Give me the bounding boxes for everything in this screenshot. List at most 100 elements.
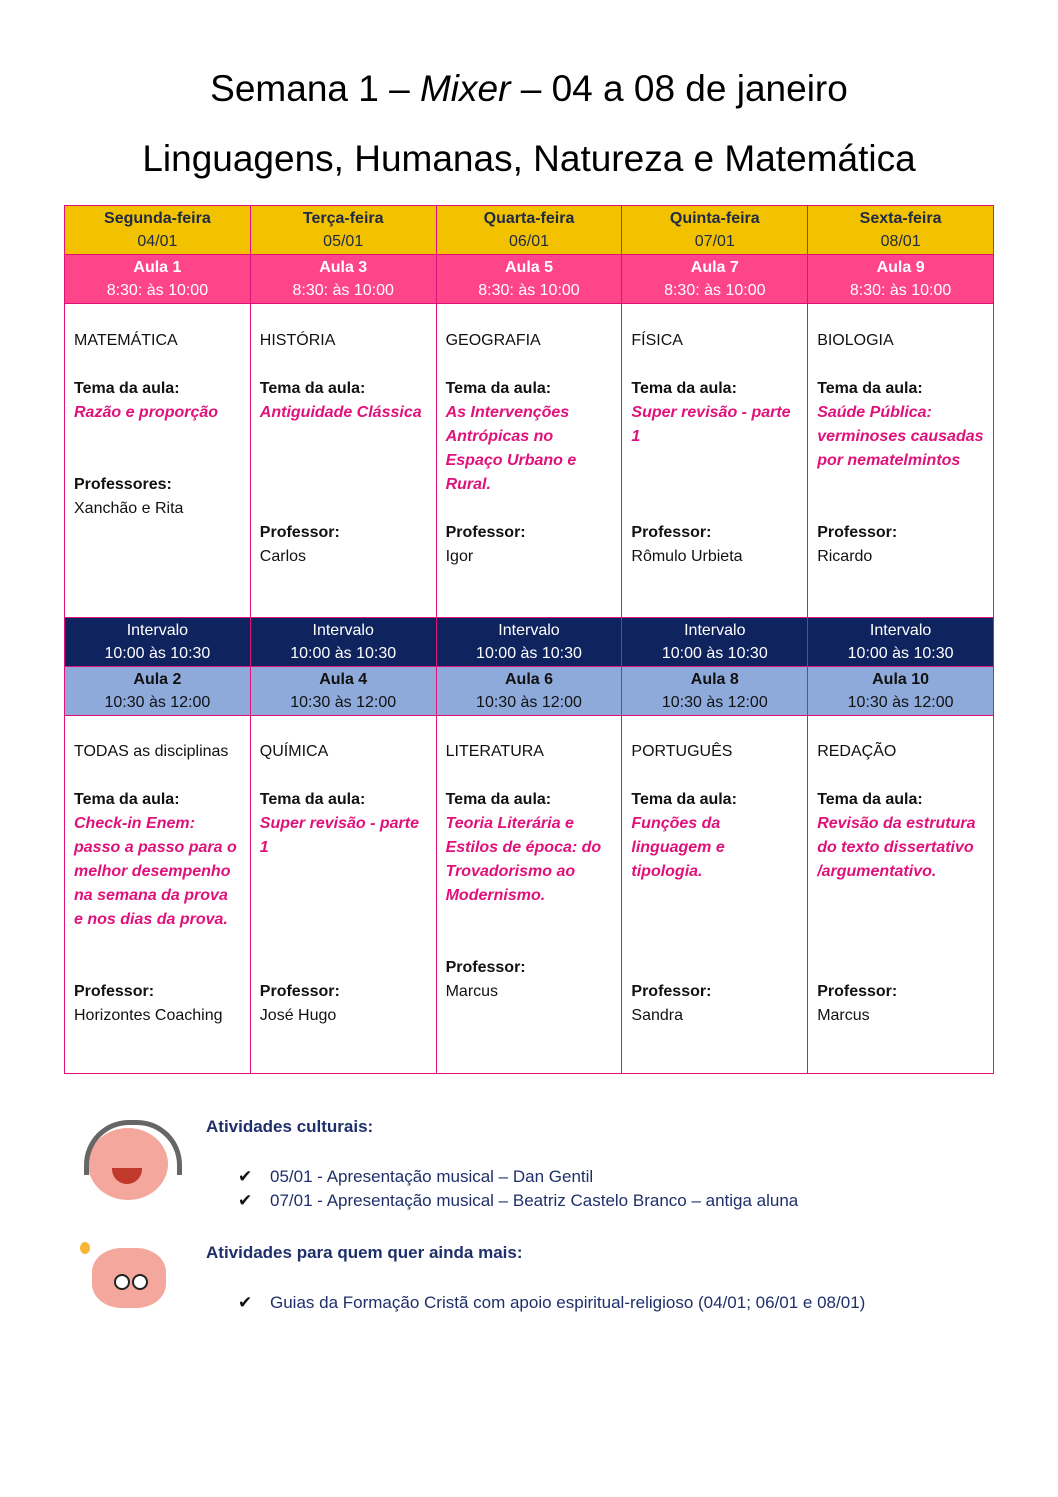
tema-line: As Intervenções	[445, 404, 570, 421]
lesson-cell: FÍSICA Tema da aula: Super revisão - parte…	[621, 303, 809, 618]
aula1-cell: Aula 9 8:30: às 10:00	[807, 254, 994, 304]
tema-label: Tema da aula:	[74, 791, 180, 808]
day-cell: Terça-feira 05/01	[249, 205, 437, 255]
day-subtitle: 05/01	[323, 233, 364, 250]
checkmark-icon: ✔	[238, 1293, 253, 1312]
tema-line: Antiguidade Clássica	[259, 404, 422, 421]
tema-line: melhor desempenho	[74, 863, 231, 880]
tema-label: Tema da aula:	[259, 791, 366, 808]
tema-line: verminoses causadas	[817, 428, 984, 445]
aula2-title: Aula 4	[319, 671, 368, 688]
aula2-title: Aula 6	[504, 671, 553, 688]
tema-line: tipologia.	[631, 863, 703, 880]
subject: REDAÇÃO	[817, 743, 897, 760]
aula1-cell: Aula 1 8:30: às 10:00	[64, 254, 251, 304]
int-subtitle: 10:00 às 10:30	[661, 645, 768, 662]
tema-line: do texto dissertativo	[817, 839, 974, 856]
professor-label: Professores:	[74, 476, 172, 493]
aula1-subtitle: 8:30: às 10:00	[478, 282, 580, 299]
aula2-cell: Aula 10 10:30 às 12:00	[807, 666, 994, 716]
aula2-subtitle: 10:30 às 12:00	[661, 694, 768, 711]
aula1-title: Aula 5	[504, 259, 553, 276]
tema-line: Espaço Urbano e	[445, 452, 577, 469]
aula1-cell: Aula 7 8:30: às 10:00	[621, 254, 809, 304]
aula2-title: Aula 8	[690, 671, 739, 688]
day-subtitle: 07/01	[694, 233, 735, 250]
aula1-title: Aula 3	[319, 259, 368, 276]
subject: FÍSICA	[631, 332, 683, 349]
checkmark-icon: ✔	[238, 1191, 253, 1210]
cultural-heading: Atividades culturais:	[206, 1117, 374, 1136]
tema-label: Tema da aula:	[631, 380, 737, 397]
lesson-cell: TODAS as disciplinas Tema da aula: Check-i…	[64, 715, 251, 1074]
professor-name: Rômulo Urbieta	[631, 548, 743, 565]
aula1-subtitle: 8:30: às 10:00	[849, 282, 952, 299]
professor-label: Professor:	[817, 524, 898, 541]
int-title: Intervalo	[684, 622, 746, 639]
professor-name: Sandra	[631, 1007, 683, 1024]
aula1-subtitle: 8:30: às 10:00	[292, 282, 394, 299]
int-subtitle: 10:00 às 10:30	[847, 645, 954, 662]
tema-line: Trovadorismo ao	[445, 863, 576, 880]
professor-label: Professor:	[259, 983, 340, 1000]
tema-line: Check-in Enem:	[74, 815, 195, 832]
day-cell: Sexta-feira 08/01	[807, 205, 994, 255]
lesson-cell: QUÍMICA Tema da aula: Super revisão - part…	[249, 715, 437, 1074]
tema-line: Saúde Pública:	[817, 404, 932, 421]
int-title: Intervalo	[312, 622, 374, 639]
tema-line: Funções da	[631, 815, 721, 832]
tema-line: Revisão da estrutura	[817, 815, 976, 832]
day-title: Terça-feira	[302, 210, 384, 227]
tema-line: /argumentativo.	[817, 863, 937, 880]
tema-line: na semana da prova	[74, 887, 228, 904]
tema-line: linguagem e	[631, 839, 725, 856]
tema-label: Tema da aula:	[74, 380, 180, 397]
int-cell: Intervalo 10:00 às 10:30	[64, 617, 251, 667]
int-title: Intervalo	[126, 622, 189, 639]
day-title: Segunda-feira	[104, 210, 211, 227]
int-title: Intervalo	[869, 622, 932, 639]
aula1-subtitle: 8:30: às 10:00	[664, 282, 766, 299]
tema-label: Tema da aula:	[817, 791, 923, 808]
tema-label: Tema da aula:	[445, 380, 552, 397]
lesson-cell: BIOLOGIA Tema da aula: Saúde Pública: vermi…	[807, 303, 994, 618]
professor-label: Professor:	[631, 983, 712, 1000]
subject: GEOGRAFIA	[445, 332, 541, 349]
professor-label: Professor:	[445, 524, 526, 541]
page-subtitle: Linguagens, Humanas, Natureza e Matemáti…	[142, 138, 916, 179]
tema-line: por nematelmintos	[817, 452, 961, 469]
aula2-cell: Aula 6 10:30 às 12:00	[435, 666, 623, 716]
day-title: Sexta-feira	[859, 210, 942, 227]
list-item: ✔ 07/01 - Apresentação musical – Beatriz …	[238, 1191, 799, 1210]
professor-name: Xanchão e Rita	[74, 500, 184, 517]
aula2-cell: Aula 2 10:30 às 12:00	[64, 666, 251, 716]
int-cell: Intervalo 10:00 às 10:30	[807, 617, 994, 667]
professor-name: Carlos	[259, 548, 307, 565]
int-subtitle: 10:00 às 10:30	[290, 645, 397, 662]
day-cell: Segunda-feira 04/01	[64, 205, 251, 255]
day-cell: Quarta-feira 06/01	[435, 205, 623, 255]
day-subtitle: 06/01	[508, 233, 550, 250]
lesson-cell: HISTÓRIA Tema da aula: Antiguidade Clássic…	[249, 303, 437, 618]
aula2-subtitle: 10:30 às 12:00	[476, 694, 582, 711]
professor-label: Professor:	[445, 959, 526, 976]
aula1-title: Aula 9	[876, 259, 925, 276]
day-subtitle: 08/01	[880, 233, 921, 250]
tema-line: Super revisão - parte	[631, 404, 791, 421]
tema-label: Tema da aula:	[445, 791, 552, 808]
aula2-cell: Aula 8 10:30 às 12:00	[621, 666, 809, 716]
professor-label: Professor:	[817, 983, 898, 1000]
professor-name: José Hugo	[259, 1007, 337, 1024]
int-cell: Intervalo 10:00 às 10:30	[249, 617, 437, 667]
tema-line: Modernismo.	[445, 887, 546, 904]
aula2-cell: Aula 4 10:30 às 12:00	[249, 666, 437, 716]
subject: MATEMÁTICA	[74, 332, 178, 349]
lesson-cell: REDAÇÃO Tema da aula: Revisão da estrutura…	[807, 715, 994, 1074]
subject: PORTUGUÊS	[631, 743, 733, 760]
aula1-subtitle: 8:30: às 10:00	[106, 282, 209, 299]
subject: TODAS as disciplinas	[74, 743, 229, 760]
list-item: ✔ Guias da Formação Cristã com apoio espi…	[238, 1293, 866, 1312]
tema-line: Razão e proporção	[74, 404, 219, 421]
subject: QUÍMICA	[259, 743, 329, 760]
